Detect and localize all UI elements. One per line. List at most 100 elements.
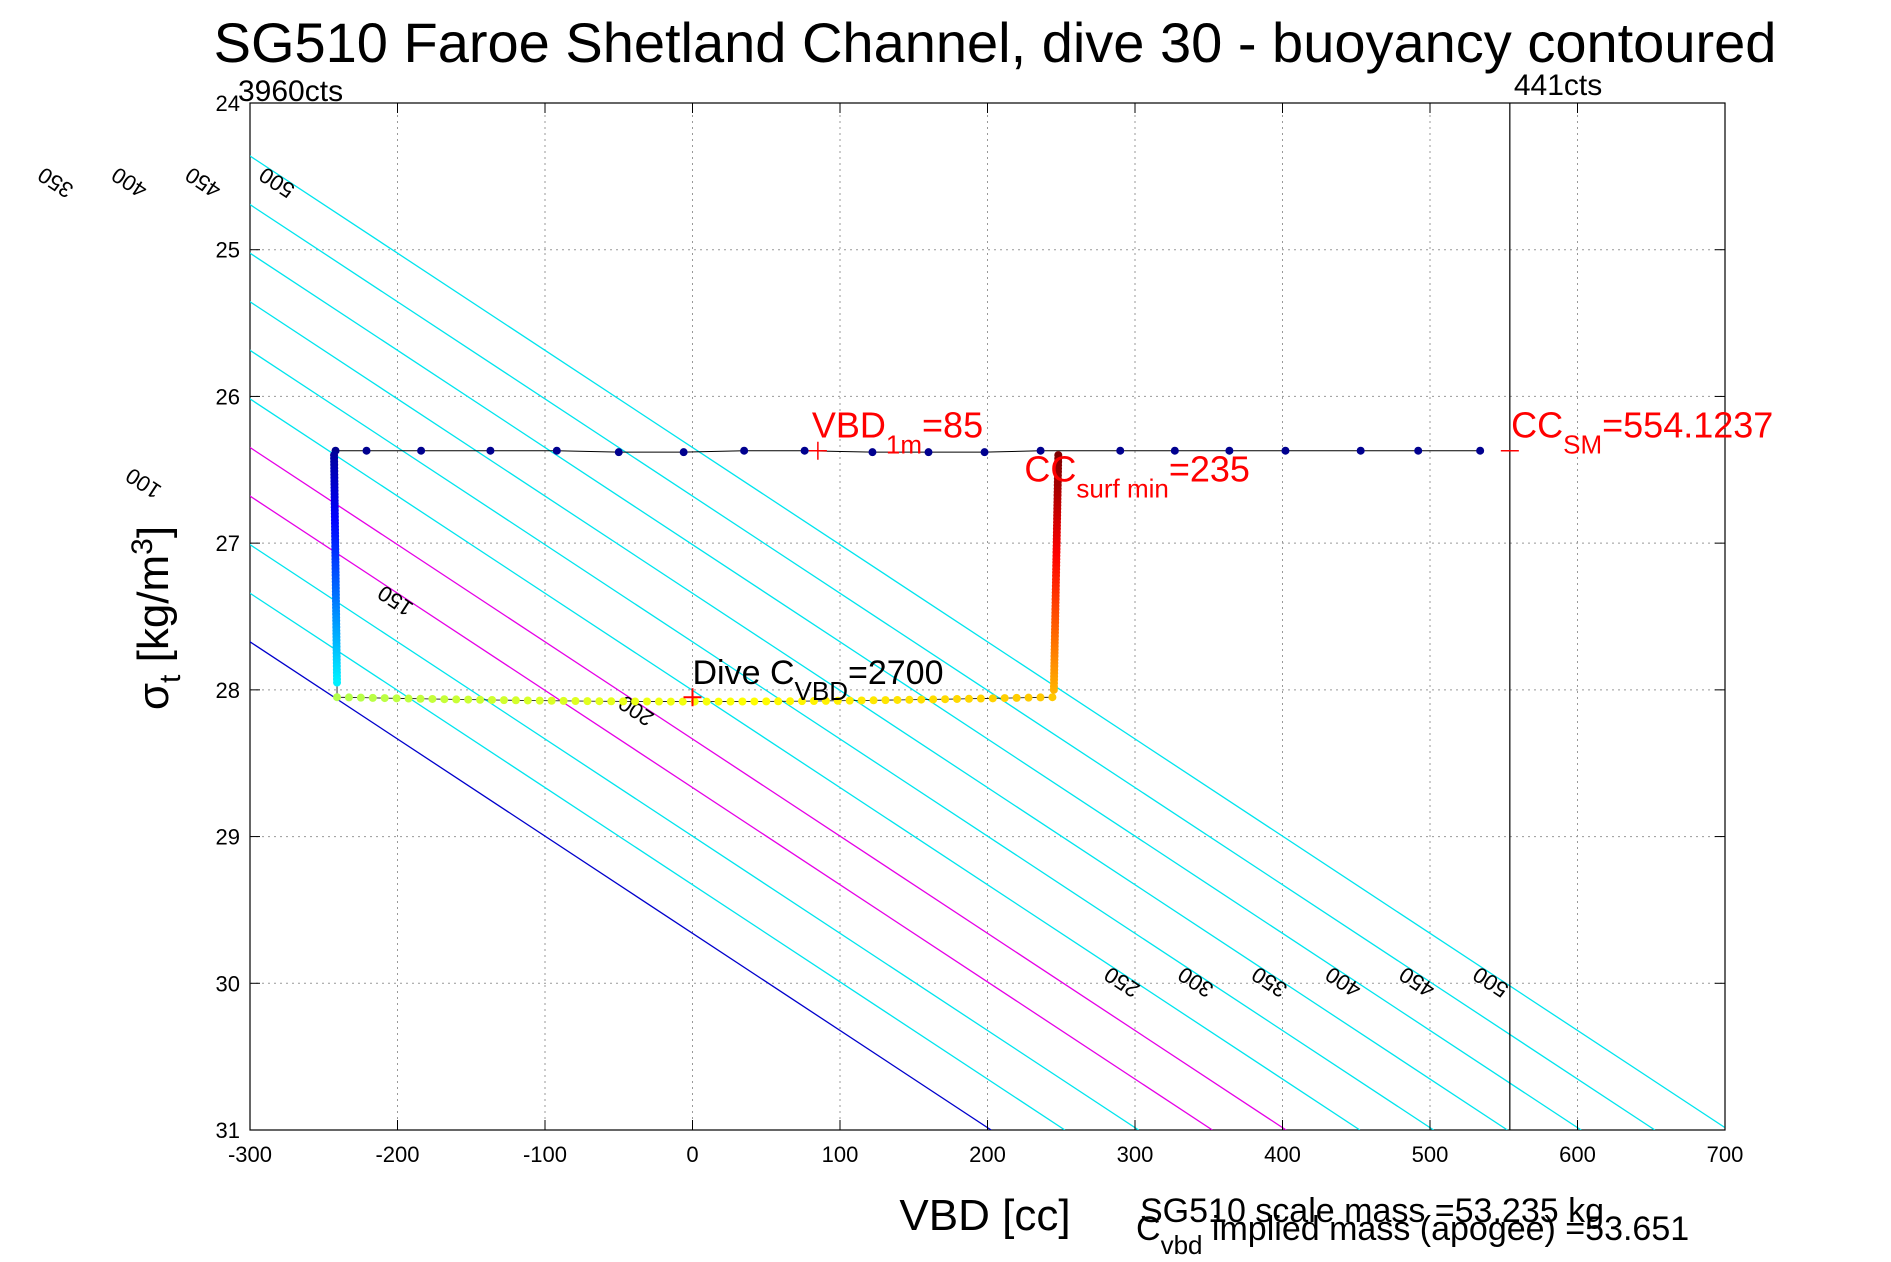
y-tick-label: 24 [216,91,240,116]
dive-point [714,697,723,706]
contour-line-350 [250,300,1508,1130]
dive-point [786,697,795,706]
surface-point [1476,446,1485,455]
dive-point [893,695,902,704]
dive-point [631,697,640,706]
contour-line-250 [250,398,1361,1130]
x-tick-label: 100 [822,1142,859,1167]
dive-point [440,695,449,704]
contour-line-400 [250,252,1582,1130]
dive-point [404,694,413,703]
implied-mass-sub: vbd [1161,1230,1203,1260]
dive-point [583,697,592,706]
dive-point [547,696,556,705]
data-series [330,441,1485,707]
contour-label-left: 100 [121,463,165,504]
surface-point [740,446,749,455]
x-tick-label: 700 [1707,1142,1744,1167]
dive-cvbd-main: Dive C [693,654,795,692]
vbd-1m-sub: 1m [886,430,922,460]
surface-point [800,446,809,455]
dive-point [643,697,652,706]
dive-point [392,694,401,703]
y-tick-label: 30 [216,971,240,996]
plot-area [249,102,1726,1131]
dive-point [678,697,687,706]
dive-point [476,695,485,704]
dive-point [702,697,711,706]
surface-point [980,448,989,457]
cts-min-label: 3960cts [238,75,343,108]
y-tick-label: 25 [216,238,240,263]
dive-point [845,696,854,705]
contour-label-top: 450 [181,162,225,203]
dive-cvbd-rest: =2700 [848,654,944,692]
surface-point [614,448,623,457]
surface-point [1414,446,1423,455]
surface-point [362,446,371,455]
contour-line-100 [250,543,1139,1130]
surface-point [1036,446,1045,455]
dive-point [607,697,616,706]
dive-cvbd-sub: VBD [795,676,848,706]
dive-point [821,696,830,705]
y-axis-label-sub: t [154,674,187,683]
implied-mass-main: C [1136,1210,1161,1248]
dive-point [511,696,520,705]
x-tick-label: -100 [523,1142,567,1167]
surface-point [1281,446,1290,455]
x-tick-label: 200 [969,1142,1006,1167]
dive-point [762,697,771,706]
cc-sm-rest: =554.1237 [1602,405,1773,446]
surface-point [486,446,495,455]
dive-point [798,697,807,706]
y-tick-label: 29 [216,825,240,850]
vbd-1m-main: VBD [812,405,886,446]
cc-surf-min-annotation: CCsurf min=235 [1024,449,1250,504]
dive-point [809,697,818,706]
dive-cvbd-annotation: Dive CVBD=2700 [693,654,944,706]
dive-point [654,697,663,706]
contour-label-top: 400 [107,162,151,203]
cc-surf-rest: =235 [1169,449,1250,490]
dive-point [428,694,437,703]
surface-point [1225,446,1234,455]
surface-point [417,446,426,455]
dive-point [619,697,628,706]
dive-point [774,697,783,706]
contour-lines [250,155,1725,1130]
dive-point [1048,693,1057,702]
vbd1m-marker [808,441,827,460]
dive-point [333,693,342,702]
dive-point [488,695,497,704]
dive-point [595,697,604,706]
dive-point [464,695,473,704]
x-tick-label: 500 [1412,1142,1449,1167]
x-tick-label: 0 [686,1142,698,1167]
axis-ticks: -300 -200 -100 0 100 200 300 400 500 600 700 24 25 26… [216,91,1744,1167]
dive-cvbd-marker [683,688,702,707]
y-axis-label-main: σ [129,683,178,710]
dive-point [1054,451,1063,460]
contour-line-0 [250,641,992,1130]
contour-label-top: 350 [33,162,77,203]
surface-point [679,448,688,457]
dive-point [988,694,997,703]
dive-point [499,696,508,705]
y-tick-label: 31 [216,1118,240,1143]
dive-point [869,696,878,705]
dive-point [535,696,544,705]
dive-point [750,697,759,706]
dive-point [416,694,425,703]
cc-sm-main: CC [1511,405,1563,446]
contour-line-300 [250,349,1434,1130]
y-axis-label-sup: 3 [126,538,159,555]
y-axis-label-rest: [kg/m [129,555,178,675]
dive-point [368,693,377,702]
dive-point [523,696,532,705]
contour-line-200 [250,446,1287,1130]
contour-line-50 [250,592,1066,1130]
x-tick-label: -300 [228,1142,272,1167]
dive-point [917,695,926,704]
